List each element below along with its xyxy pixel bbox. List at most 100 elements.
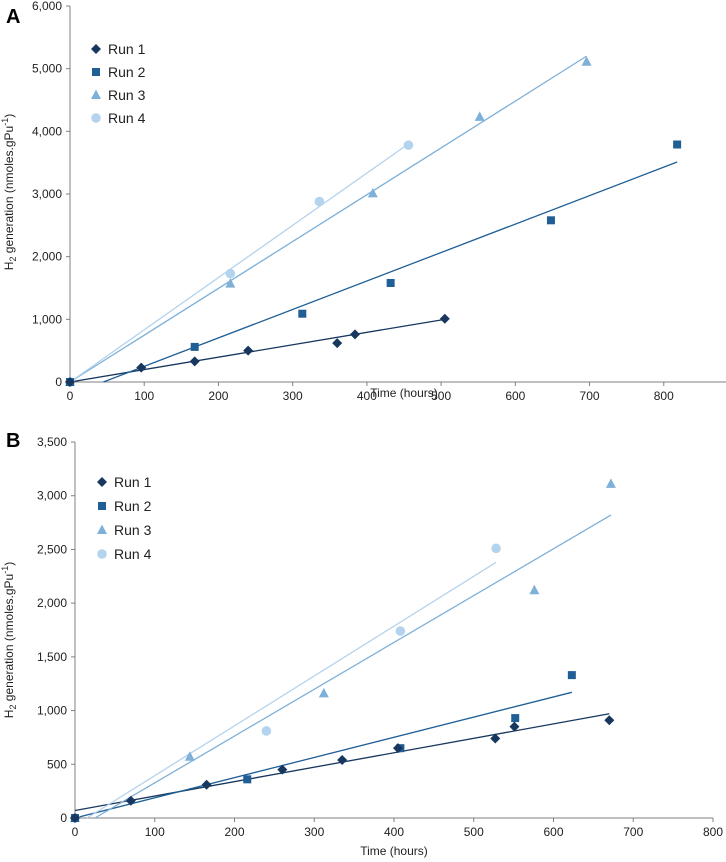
chart-b-tick-labels: 0 500 1,000 1,500 2,000 2,500 3,000 3,500 0 100 20… (37, 435, 723, 839)
data-point-run-3 (474, 111, 485, 121)
data-point-run-4 (261, 726, 272, 736)
legend-marker (92, 68, 100, 76)
x-tick-label: 500 (431, 389, 451, 403)
chart-a-axes (66, 5, 726, 386)
y-tick-label: 6,000 (32, 0, 62, 13)
x-tick-label: 700 (623, 825, 643, 839)
x-tick-label: 200 (224, 825, 244, 839)
y-tick-label: 1,000 (32, 312, 62, 326)
legend-item-run-2: Run 2 (98, 498, 152, 514)
legend-marker (91, 89, 101, 99)
legend-marker (97, 477, 107, 487)
data-point-run-1 (392, 743, 403, 754)
data-point-run-4 (314, 196, 325, 207)
y-tick-label: 3,500 (37, 435, 67, 449)
chart-a-trendlines (69, 55, 678, 383)
legend-label: Run 2 (108, 64, 146, 80)
chart-b-x-axis-label: Time (hours) (360, 844, 428, 858)
legend-label: Run 4 (108, 110, 146, 126)
x-tick-label: 0 (67, 389, 74, 403)
data-point-run-2 (298, 309, 307, 318)
data-point-run-4 (403, 140, 414, 150)
chart-a-tick-labels: 0 1,000 2,000 3,000 4,000 5,000 6,000 0 100 200 30… (32, 0, 674, 403)
legend-marker (91, 113, 101, 123)
chart-b-points (70, 478, 616, 823)
legend-item-run-1: Run 1 (91, 41, 146, 57)
x-tick-label: 800 (654, 389, 674, 403)
data-point-run-2 (546, 216, 555, 225)
legend-item-run-3: Run 3 (91, 87, 146, 103)
data-point-run-2 (190, 342, 199, 351)
y-tick-label: 0 (55, 375, 62, 389)
y-tick-label: 4,000 (32, 124, 62, 138)
data-point-run-1 (332, 338, 343, 349)
y-tick-label: 2,000 (37, 596, 67, 610)
legend-marker (97, 549, 107, 559)
data-point-run-4 (225, 268, 236, 279)
x-tick-label: 300 (283, 389, 303, 403)
data-point-run-1 (65, 377, 75, 387)
data-point-run-2 (673, 140, 682, 149)
y-tick-label: 2,000 (32, 250, 62, 264)
chart-panel-a: A 0 1,000 2,000 3,000 4,000 5,000 6,000 0 100 200… (0, 0, 726, 403)
x-tick-label: 300 (304, 825, 324, 839)
data-point-run-1 (125, 795, 136, 806)
legend-marker (97, 524, 107, 534)
data-point-run-2 (567, 671, 576, 680)
data-point-run-3 (318, 687, 329, 698)
legend-label: Run 1 (114, 474, 152, 490)
legend-label: Run 3 (108, 87, 146, 103)
data-point-run-3 (529, 584, 540, 595)
y-tick-label: 5,000 (32, 62, 62, 76)
chart-b-trendlines (74, 514, 612, 819)
data-point-run-2 (511, 714, 520, 723)
x-tick-label: 600 (543, 825, 563, 839)
legend-marker (98, 502, 106, 510)
data-point-run-1 (136, 362, 147, 373)
trendline-run-4 (86, 561, 497, 819)
legend-label: Run 1 (108, 41, 146, 57)
x-tick-label: 100 (134, 389, 154, 403)
data-point-run-1 (490, 733, 501, 744)
trendline-run-2 (103, 161, 678, 383)
panel-label-a: A (6, 6, 20, 28)
data-point-run-2 (386, 278, 395, 287)
chart-b-axes (71, 441, 714, 822)
chart-a-x-axis-label: Time (hours) (370, 386, 438, 400)
x-tick-label: 400 (357, 389, 377, 403)
data-point-run-1 (201, 779, 212, 790)
data-point-run-1 (277, 764, 288, 775)
data-point-run-1 (243, 345, 254, 356)
trendline-run-4 (69, 143, 409, 383)
y-tick-label: 1,000 (37, 704, 67, 718)
data-point-run-3 (367, 187, 378, 198)
data-point-run-4 (395, 626, 406, 636)
data-point-run-3 (581, 56, 592, 66)
x-tick-label: 0 (72, 825, 79, 839)
x-tick-label: 100 (145, 825, 165, 839)
legend-item-run-4: Run 4 (97, 546, 152, 562)
data-point-run-1 (509, 721, 520, 732)
chart-a-points (65, 56, 682, 387)
y-tick-label: 3,000 (32, 187, 62, 201)
panel-label-b: B (6, 430, 20, 452)
trendline-run-1 (69, 318, 445, 383)
x-tick-label: 800 (703, 825, 723, 839)
y-tick-label: 3,000 (37, 489, 67, 503)
chart-a-legend: Run 1 Run 2 Run 3 Run 4 (91, 41, 146, 126)
x-tick-label: 700 (580, 389, 600, 403)
trendline-run-3 (69, 55, 587, 383)
legend-item-run-4: Run 4 (91, 110, 146, 126)
legend-marker (91, 44, 101, 54)
trendline-run-3 (94, 514, 612, 819)
data-point-run-1 (70, 813, 80, 823)
chart-b-y-axis-label: H2 generation (nmoles.gPu-1) (0, 562, 18, 718)
x-tick-label: 600 (505, 389, 525, 403)
legend-label: Run 2 (114, 498, 152, 514)
legend-item-run-3: Run 3 (97, 522, 152, 538)
data-point-run-1 (337, 754, 348, 765)
y-tick-label: 500 (47, 757, 67, 771)
data-point-run-3 (184, 751, 195, 761)
data-point-run-1 (439, 313, 450, 324)
